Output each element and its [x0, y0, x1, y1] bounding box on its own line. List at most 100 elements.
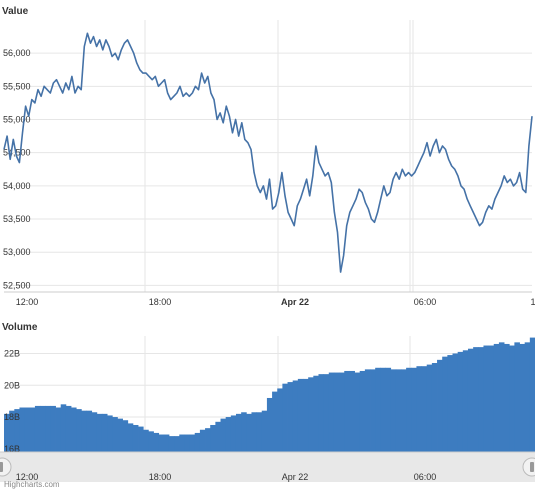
price-data-point [401, 168, 403, 170]
price-y-tick-label: 56,000 [3, 48, 31, 58]
navigator-handle-right-grip[interactable] [530, 462, 534, 472]
price-data-point [494, 198, 496, 200]
price-data-point [89, 42, 91, 44]
price-data-point [349, 211, 351, 213]
price-data-point [207, 75, 209, 77]
volume-bar [272, 391, 278, 452]
price-data-point [503, 175, 505, 177]
price-data-point [80, 88, 82, 90]
price-data-point [157, 85, 159, 87]
price-data-point [241, 122, 243, 124]
price-data-point [308, 195, 310, 197]
volume-bar [107, 415, 113, 452]
volume-bar [282, 383, 288, 452]
volume-bar [303, 378, 309, 452]
price-data-point [102, 49, 104, 51]
price-x-tick-label: 1 [530, 297, 535, 307]
volume-bar [462, 350, 469, 452]
price-data-point [108, 45, 110, 47]
price-panel-title: Value [2, 6, 29, 17]
volume-bar [225, 417, 232, 452]
price-data-point [478, 224, 480, 226]
price-data-point [525, 191, 527, 193]
price-data-point [367, 208, 369, 210]
volume-bar [287, 382, 294, 452]
volume-bar [34, 405, 41, 452]
price-data-point [491, 208, 493, 210]
price-data-point [373, 221, 375, 223]
volume-bar [400, 369, 407, 452]
volume-bar [194, 432, 201, 452]
volume-bar [308, 377, 314, 452]
volume-bar [230, 415, 237, 452]
price-data-point [154, 75, 156, 77]
price-data-point [68, 88, 70, 90]
volume-x-tick-label: 12:00 [16, 472, 39, 482]
price-data-point [364, 201, 366, 203]
price-data-point [65, 82, 67, 84]
volume-bar [411, 367, 417, 452]
price-y-tick-label: 54,500 [3, 148, 31, 158]
price-data-point [18, 161, 20, 163]
price-data-point [287, 211, 289, 213]
price-data-point [114, 52, 116, 54]
price-data-point [333, 211, 335, 213]
price-data-point [407, 171, 409, 173]
price-data-point [451, 165, 453, 167]
volume-bar [421, 366, 428, 452]
volume-bar [112, 417, 118, 452]
navigator-handle-left-grip[interactable] [0, 462, 3, 472]
price-data-point [278, 191, 280, 193]
volume-bar [498, 342, 505, 452]
price-data-point [259, 191, 261, 193]
price-y-tick-label: 55,000 [3, 115, 31, 125]
price-data-point [466, 198, 468, 200]
volume-bar [328, 372, 335, 452]
price-data-point [376, 211, 378, 213]
price-data-point [52, 82, 54, 84]
price-data-point [463, 188, 465, 190]
price-data-point [475, 218, 477, 220]
volume-bar [96, 413, 103, 452]
price-data-point [24, 105, 26, 107]
price-data-point [386, 195, 388, 197]
price-data-point [71, 75, 73, 77]
volume-bar [122, 420, 129, 452]
price-data-point [426, 142, 428, 144]
price-data-point [531, 115, 533, 117]
price-data-point [228, 115, 230, 117]
price-data-point [105, 39, 107, 41]
volume-bar [117, 418, 123, 452]
price-data-point [441, 145, 443, 147]
price-data-point [37, 88, 39, 90]
price-data-point [225, 105, 227, 107]
volume-bar [323, 374, 330, 452]
price-data-point [49, 92, 51, 94]
volume-bar [524, 342, 531, 452]
volume-bar [493, 343, 500, 452]
price-data-point [160, 82, 162, 84]
volume-bar [339, 372, 345, 452]
volume-bar [55, 407, 62, 452]
price-data-point [213, 98, 215, 100]
price-data-point [61, 92, 63, 94]
price-data-point [163, 79, 165, 81]
price-data-point [404, 175, 406, 177]
volume-bar [60, 404, 67, 452]
volume-bar [266, 397, 273, 452]
volume-bar [19, 407, 26, 452]
price-data-point [9, 158, 11, 160]
volume-bar [256, 412, 263, 452]
price-data-point [355, 198, 357, 200]
price-data-point [247, 142, 249, 144]
price-data-point [305, 178, 307, 180]
price-data-point [204, 82, 206, 84]
price-data-point [293, 224, 295, 226]
price-data-point [83, 45, 85, 47]
volume-bar [277, 388, 283, 452]
price-y-tick-label: 53,000 [3, 247, 31, 257]
price-data-point [237, 135, 239, 137]
price-data-point [222, 122, 224, 124]
volume-bar [132, 424, 139, 452]
volume-bar [344, 370, 350, 452]
